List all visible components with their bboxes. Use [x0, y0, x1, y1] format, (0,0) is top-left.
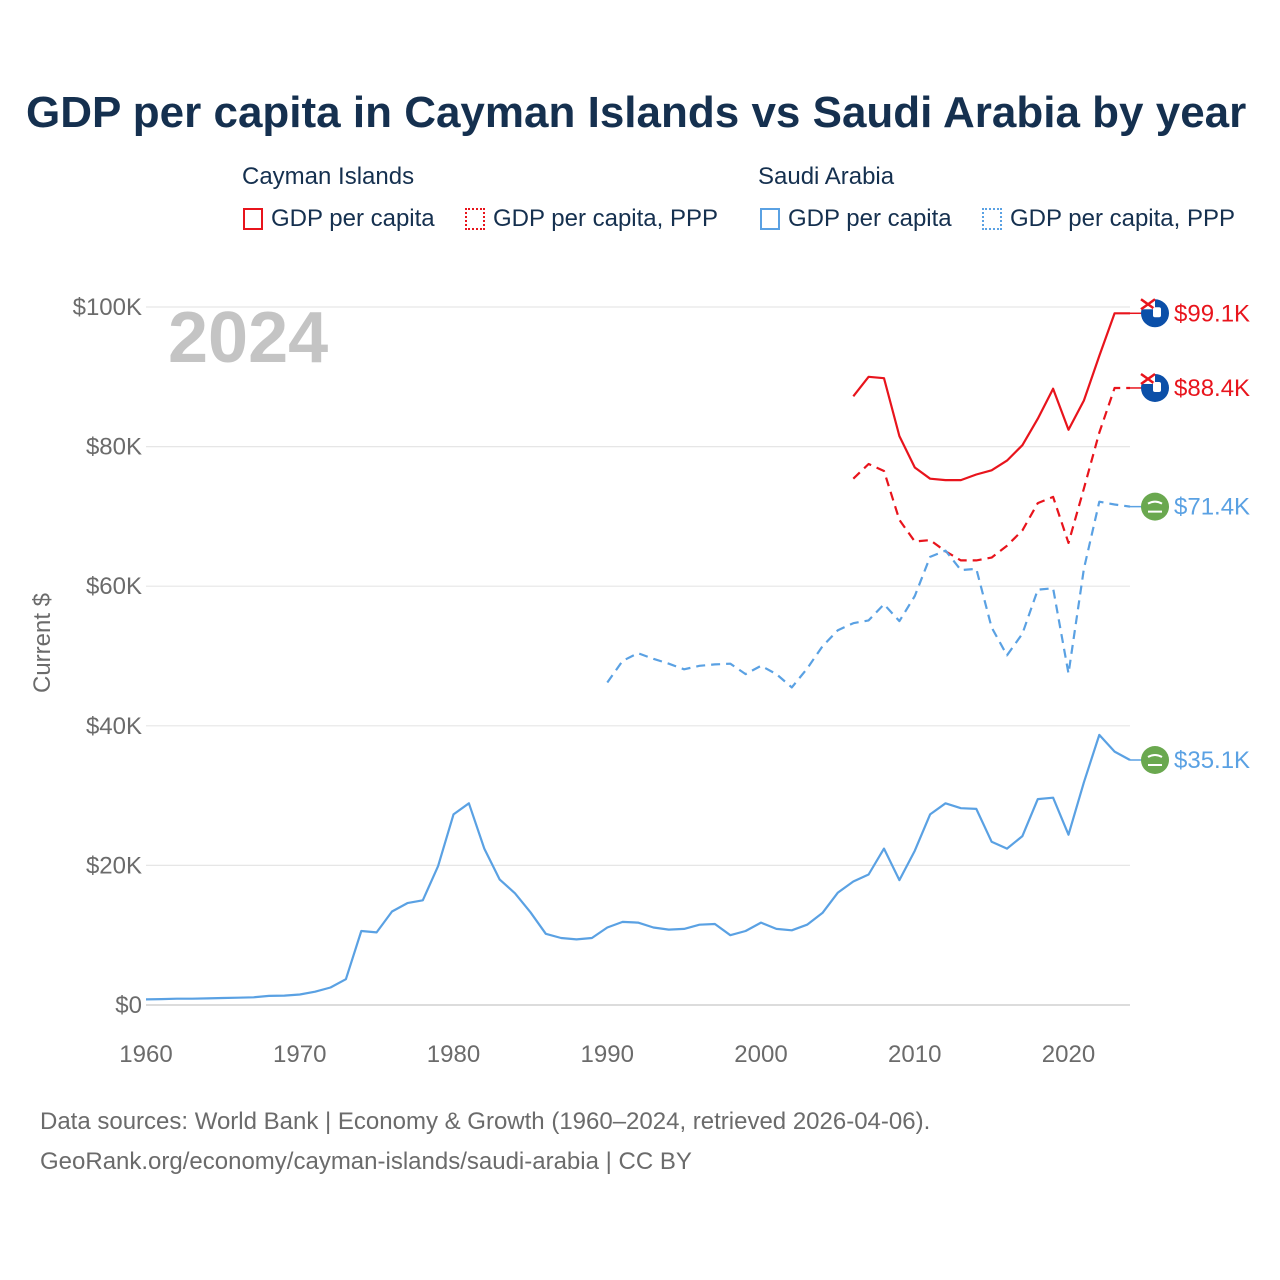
- legend-label: GDP per capita: [271, 205, 435, 232]
- legend-swatch-solid-red: [243, 208, 263, 230]
- saudi-flag-icon: [1141, 746, 1169, 775]
- x-tick-label: 1990: [581, 1041, 634, 1068]
- end-labels: $99.1K $88.4K $71.4K $35.1K: [1130, 298, 1250, 775]
- series-line-saudi-arabia-gdp-per-capita: [145, 733, 1131, 1001]
- legend-group-saudi: Saudi Arabia: [758, 163, 895, 190]
- end-value-label: $35.1K: [1174, 747, 1250, 774]
- x-tick-label: 2010: [888, 1041, 941, 1068]
- end-value-label: $88.4K: [1174, 375, 1250, 402]
- legend-swatch-solid-blue: [760, 208, 780, 230]
- end-value-label: $99.1K: [1174, 300, 1250, 327]
- legend-item-cayman-ppp[interactable]: GDP per capita, PPP: [465, 205, 718, 233]
- end-value-label: $71.4K: [1174, 494, 1250, 521]
- y-axis-label: Current $: [29, 593, 56, 693]
- series-line-cayman-islands-gdp-per-capita-ppp: [852, 386, 1130, 562]
- series-line-cayman-islands-gdp-per-capita: [852, 312, 1130, 482]
- legend-item-saudi-gdp[interactable]: GDP per capita: [760, 205, 952, 233]
- grid: [146, 306, 1130, 1006]
- x-tick-label: 1960: [119, 1041, 172, 1068]
- footer-sources: Data sources: World Bank | Economy & Gro…: [40, 1108, 931, 1135]
- y-tick-label: $0: [115, 992, 142, 1019]
- y-tick-label: $20K: [86, 852, 142, 879]
- flag-crest: [1153, 381, 1161, 392]
- legend-item-cayman-gdp[interactable]: GDP per capita: [243, 205, 435, 233]
- footer-link: GeoRank.org/economy/cayman-islands/saudi…: [40, 1148, 692, 1175]
- x-tick-label: 2000: [734, 1041, 787, 1068]
- legend-group-cayman: Cayman Islands: [242, 163, 415, 190]
- flag-circle: [1141, 492, 1169, 521]
- y-tick-label: $100K: [73, 294, 142, 321]
- legend-label: GDP per capita: [788, 205, 952, 232]
- series-lines: [145, 312, 1131, 1001]
- chart-title: GDP per capita in Cayman Islands vs Saud…: [26, 88, 1247, 137]
- series-line-saudi-arabia-gdp-per-capita-ppp: [606, 500, 1131, 689]
- legend-label: GDP per capita, PPP: [1010, 205, 1235, 232]
- flag-cross: [1140, 298, 1156, 311]
- flag-cross: [1140, 372, 1156, 385]
- legend-label: GDP per capita, PPP: [493, 205, 718, 232]
- x-tick-label: 1980: [427, 1041, 480, 1068]
- y-tick-label: $60K: [86, 573, 142, 600]
- y-tick-label: $80K: [86, 434, 142, 461]
- cayman-flag-icon: [1140, 298, 1169, 328]
- saudi-flag-icon: [1141, 492, 1169, 521]
- year-watermark: 2024: [168, 298, 328, 378]
- x-tick-label: 2020: [1042, 1041, 1095, 1068]
- x-axis-ticks: 1960 1970 1980 1990 2000 2010 2020: [119, 1041, 1095, 1068]
- legend-swatch-dotted-red: [465, 208, 485, 230]
- flag-crest: [1153, 307, 1161, 318]
- legend-item-saudi-ppp[interactable]: GDP per capita, PPP: [982, 205, 1235, 233]
- flag-circle: [1141, 746, 1169, 775]
- y-axis-ticks: $0 $20K $40K $60K $80K $100K: [73, 294, 142, 1019]
- legend-swatch-dotted-blue: [982, 208, 1002, 230]
- flag-script: [1147, 754, 1163, 767]
- cayman-flag-icon: [1140, 372, 1169, 402]
- flag-script: [1147, 500, 1163, 513]
- y-tick-label: $40K: [86, 713, 142, 740]
- x-tick-label: 1970: [273, 1041, 326, 1068]
